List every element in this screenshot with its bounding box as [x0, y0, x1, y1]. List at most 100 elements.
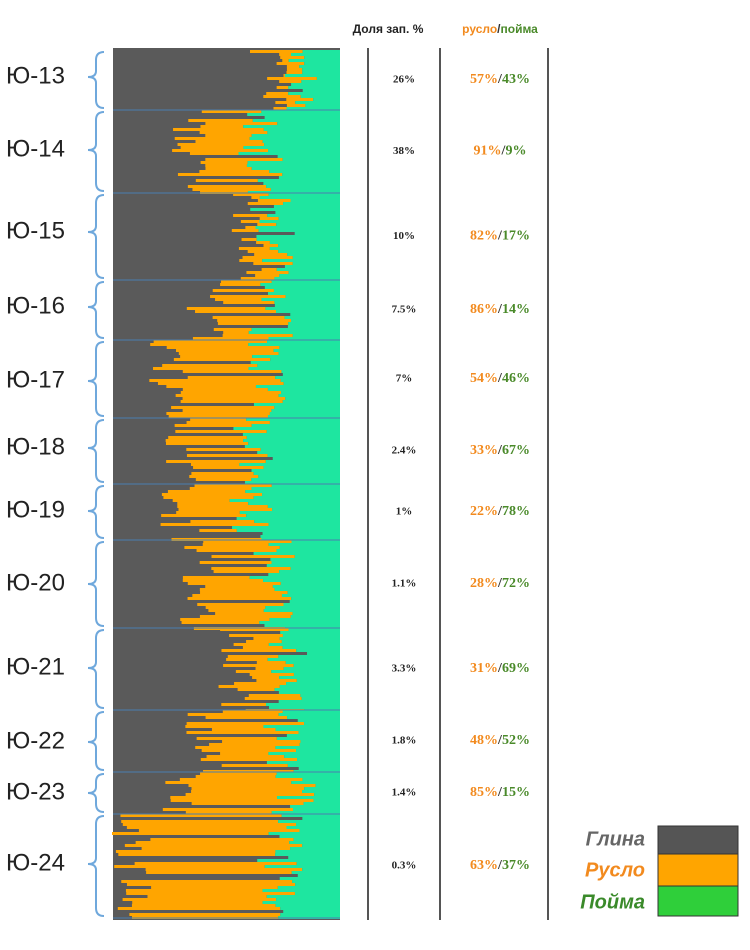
floodplain-fill	[268, 573, 340, 576]
floodplain-fill	[290, 567, 340, 570]
floodplain-fill	[282, 158, 340, 161]
floodplain-fill	[278, 244, 340, 247]
floodplain-fill	[248, 442, 340, 445]
channel-fill	[145, 868, 303, 871]
channel-ratio: 91%	[474, 144, 502, 159]
channel-fill	[233, 214, 268, 217]
layer-name: Ю-24	[6, 849, 65, 876]
channel-fill	[177, 505, 268, 508]
separator: /	[497, 229, 503, 244]
floodplain-fill	[276, 268, 340, 271]
channel-fill	[220, 752, 269, 755]
channel-fill	[187, 376, 276, 379]
ratio: 31%/69%	[470, 661, 530, 676]
floodplain-fill	[244, 445, 340, 448]
floodplain-fill	[268, 523, 340, 526]
channel-fill	[166, 346, 280, 349]
floodplain-fill	[292, 808, 340, 811]
channel-fill	[175, 394, 279, 397]
channel-fill	[276, 86, 289, 89]
channel-fill	[255, 274, 280, 277]
floodplain-fill	[296, 749, 340, 752]
floodplain-fill	[283, 382, 340, 385]
channel-fill	[182, 576, 250, 579]
channel-fill	[195, 478, 252, 481]
floodplain-fill	[245, 490, 340, 493]
floodplain-fill	[273, 349, 340, 352]
floodplain-fill	[271, 280, 340, 283]
legend-label: Пойма	[580, 891, 645, 913]
channel-fill	[211, 728, 276, 731]
channel-fill	[201, 110, 262, 113]
channel-fill	[134, 862, 297, 865]
floodplain-fill	[296, 823, 340, 826]
floodplain-fill	[252, 355, 340, 358]
reserve-share: 1.4%	[392, 787, 417, 799]
channel-fill	[177, 173, 283, 176]
channel-fill	[267, 77, 317, 80]
floodplain-fill	[255, 226, 340, 229]
channel-fill	[141, 847, 291, 850]
floodplain-fill	[274, 406, 340, 409]
floodplain-fill	[276, 310, 340, 313]
channel-fill	[195, 179, 258, 182]
channel-fill	[244, 697, 302, 700]
floodplain-fill	[274, 301, 340, 304]
layer-brace	[87, 815, 105, 917]
layer-name: Ю-22	[6, 727, 65, 754]
floodplain-fill	[262, 532, 340, 535]
share-header: Доля зап. %	[353, 22, 424, 36]
layer-brace	[87, 485, 105, 539]
layer-name: Ю-14	[6, 135, 65, 162]
floodplain-fill	[239, 511, 340, 514]
channel-fill	[221, 649, 297, 652]
floodplain-fill	[278, 820, 340, 823]
floodplain-fill	[287, 716, 340, 719]
channel-fill	[132, 901, 263, 904]
floodplain-fill	[281, 391, 340, 394]
channel-fill	[254, 253, 288, 256]
channel-fill	[182, 409, 272, 412]
floodplain-fill	[286, 734, 340, 737]
floodplain-fill	[267, 340, 340, 343]
floodplain-fill	[253, 552, 340, 555]
floodplain-fill	[307, 652, 340, 655]
floodplain-fill	[302, 71, 340, 74]
floodplain-fill	[252, 119, 340, 122]
floodplain-fill	[268, 543, 340, 546]
floodplain-fill	[233, 427, 340, 430]
channel-ratio: 85%	[470, 785, 498, 800]
channel-fill	[275, 101, 296, 104]
floodplain-fill	[265, 703, 340, 706]
reserve-share: 1.1%	[392, 578, 417, 590]
channel-fill	[210, 295, 286, 298]
channel-fill	[238, 247, 270, 250]
channel-fill	[253, 262, 293, 265]
channel-fill	[191, 472, 254, 475]
channel-fill	[187, 582, 281, 585]
channel-ratio: 28%	[470, 576, 498, 591]
floodplain-ratio: 9%	[505, 144, 526, 159]
reserve-share: 26%	[393, 74, 415, 86]
channel-fill	[192, 337, 269, 340]
floodplain-fill	[287, 253, 340, 256]
floodplain-fill	[296, 649, 340, 652]
channel-fill	[199, 131, 268, 134]
floodplain-fill	[283, 910, 340, 913]
floodplain-fill	[271, 670, 340, 673]
channel-fill	[221, 764, 288, 767]
floodplain-fill	[253, 472, 340, 475]
channel-fill	[121, 820, 279, 823]
channel-fill	[266, 92, 289, 95]
channel-fill	[234, 682, 287, 685]
channel-fill	[186, 421, 270, 424]
channel-fill	[213, 328, 252, 331]
floodplain-fill	[301, 80, 340, 83]
channel-fill	[286, 98, 314, 101]
channel-fill	[201, 749, 297, 752]
channel-fill	[174, 137, 250, 140]
floodplain-fill	[242, 433, 340, 436]
layer-brace	[87, 341, 105, 417]
channel-fill	[211, 555, 295, 558]
channel-ratio: 48%	[470, 733, 498, 748]
